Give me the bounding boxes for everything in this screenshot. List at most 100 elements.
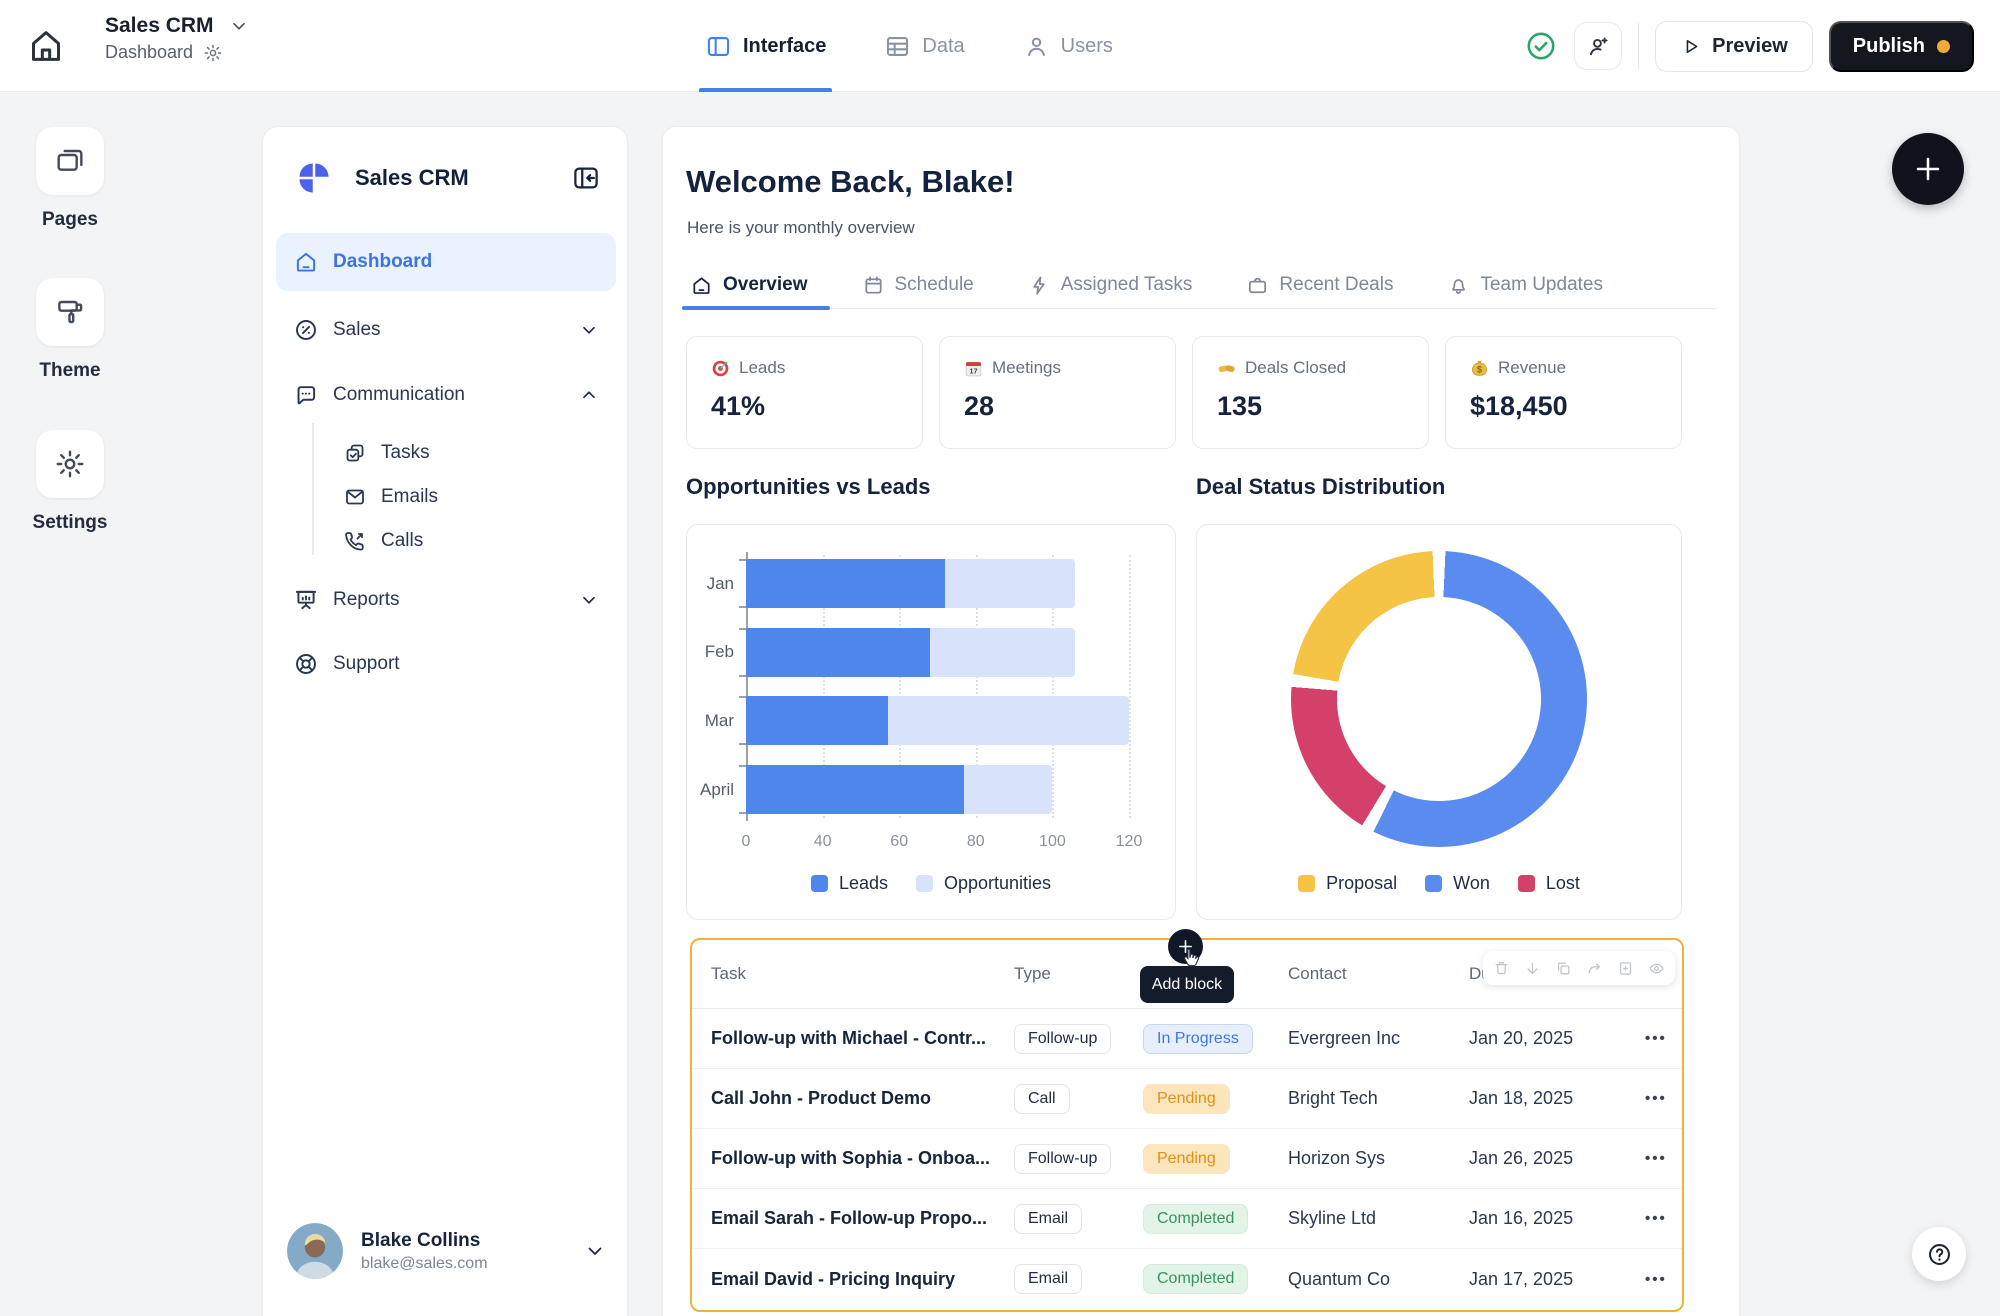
row-actions-button[interactable]: •••: [1645, 1030, 1667, 1047]
sidebar-collapse-icon[interactable]: [571, 163, 601, 193]
publish-button[interactable]: Publish: [1828, 20, 1974, 72]
sidebar-item-tasks[interactable]: Tasks: [343, 432, 603, 474]
stat-card-revenue[interactable]: $ Revenue $18,450: [1445, 336, 1682, 449]
builder-nav-tabs: Interface Data Users: [699, 0, 1113, 92]
tab-label: Overview: [723, 274, 808, 295]
sidebar-item-support[interactable]: Support: [276, 635, 616, 693]
tab-schedule[interactable]: Schedule: [858, 262, 978, 308]
rail-item-theme[interactable]: Theme: [0, 278, 140, 382]
save-block-icon[interactable]: [1617, 960, 1634, 977]
cell-task: Follow-up with Sophia - Onboa...: [711, 1148, 990, 1168]
visibility-eye-icon[interactable]: [1648, 960, 1665, 977]
submenu-indent-line: [312, 423, 314, 555]
cell-status: Completed: [1143, 1264, 1288, 1294]
add-block-tooltip-label: Add block: [1151, 975, 1223, 993]
sidebar-item-reports[interactable]: Reports: [276, 571, 616, 629]
legend-swatch: [1425, 875, 1443, 892]
status-chip: In Progress: [1143, 1023, 1253, 1054]
home-icon: [296, 252, 316, 272]
tab-recent-deals[interactable]: Recent Deals: [1242, 262, 1397, 308]
sidebar-item-dashboard[interactable]: Dashboard: [276, 233, 616, 291]
axis-tick-mark: [739, 606, 746, 608]
x-tick-label: 100: [1039, 833, 1066, 850]
invite-user-button[interactable]: [1574, 22, 1623, 70]
tab-users[interactable]: Users: [1023, 0, 1113, 92]
rail-item-settings[interactable]: Settings: [0, 430, 140, 534]
row-actions-button[interactable]: •••: [1645, 1150, 1667, 1167]
row-actions-button[interactable]: •••: [1645, 1270, 1667, 1288]
redo-arrow-icon[interactable]: [1586, 960, 1603, 977]
tab-interface[interactable]: Interface: [699, 0, 833, 92]
sidebar-item-emails[interactable]: Emails: [343, 476, 603, 518]
duplicate-icon[interactable]: [1555, 960, 1572, 977]
cell-type: Call: [1014, 1083, 1143, 1114]
row-actions-button[interactable]: •••: [1645, 1090, 1667, 1107]
preview-button[interactable]: Preview: [1655, 20, 1813, 72]
workspace-title-row[interactable]: Sales CRM: [105, 14, 250, 38]
presentation-icon: [295, 590, 317, 610]
chevron-down-icon[interactable]: [228, 15, 250, 37]
row-actions-button[interactable]: •••: [1645, 1210, 1667, 1227]
legend-swatch: [915, 875, 933, 892]
donut-chart-block[interactable]: Proposal Won Lost: [1196, 524, 1682, 920]
tab-assigned-tasks[interactable]: Assigned Tasks: [1024, 262, 1197, 308]
table-row[interactable]: Email Sarah - Follow-up Propo... Email Com…: [692, 1189, 1682, 1249]
users-icon: [1027, 37, 1045, 56]
home-icon: [693, 276, 710, 294]
move-down-icon[interactable]: [1524, 960, 1541, 977]
cell-type: Email: [1014, 1203, 1143, 1234]
bell-icon: [1452, 278, 1466, 294]
left-rail: Pages Theme Settings: [0, 92, 180, 1316]
badge-percent-icon: [296, 320, 316, 340]
tasks-icon: [346, 444, 364, 462]
user-plus-icon: [1589, 36, 1608, 55]
legend-item: Proposal: [1298, 873, 1397, 894]
legend-swatch: [1517, 875, 1535, 892]
x-tick-label: 80: [966, 833, 985, 850]
rail-label-theme: Theme: [39, 360, 101, 381]
sidebar-item-label: Emails: [381, 486, 439, 507]
current-page-row: Dashboard: [105, 42, 250, 63]
tab-team-updates[interactable]: Team Updates: [1443, 262, 1607, 308]
stat-value: 135: [1217, 391, 1263, 421]
rail-item-pages[interactable]: Pages: [0, 127, 140, 231]
help-fab-button[interactable]: [1912, 1227, 1966, 1281]
table-row[interactable]: Follow-up with Michael - Contr... Follow-…: [692, 1009, 1682, 1069]
stat-card-deals-closed[interactable]: Deals Closed 135: [1192, 336, 1429, 449]
page-settings-gear-icon[interactable]: [203, 43, 223, 63]
chevron-down-icon[interactable]: [578, 589, 600, 611]
donut-chart-title: Deal Status Distribution: [1196, 474, 1446, 499]
x-tick-label: 120: [1115, 833, 1143, 850]
home-icon[interactable]: [26, 26, 66, 66]
tab-data[interactable]: Data: [884, 0, 965, 92]
sidebar-app-title: Sales CRM: [355, 165, 469, 190]
sidebar-item-sales[interactable]: Sales: [276, 301, 616, 359]
chevron-up-icon[interactable]: [578, 384, 600, 406]
table-row[interactable]: Email David - Pricing Inquiry Email Comple…: [692, 1249, 1682, 1309]
add-fab-button[interactable]: [1892, 133, 1964, 205]
y-axis-line: [746, 552, 748, 821]
stat-card-leads[interactable]: Leads 41%: [686, 336, 923, 449]
chevron-down-icon[interactable]: [583, 1239, 607, 1263]
sidebar-item-label: Communication: [333, 384, 465, 405]
gridline: [899, 555, 902, 818]
table-row[interactable]: Follow-up with Sophia - Onboa... Follow-u…: [692, 1129, 1682, 1189]
chevron-down-icon[interactable]: [578, 319, 600, 341]
bar-chart-block[interactable]: Jan Feb Mar April 0 40 60 80 100 120 Leads Opportun…: [686, 524, 1176, 920]
sidebar-item-calls[interactable]: Calls: [343, 520, 603, 562]
sidebar-item-label: Support: [333, 653, 400, 674]
stat-label: Meetings: [992, 358, 1061, 377]
status-chip: Completed: [1143, 1264, 1249, 1294]
sidebar-item-communication[interactable]: Communication: [276, 366, 616, 424]
tab-label: Recent Deals: [1279, 274, 1394, 295]
table-row[interactable]: Call John - Product Demo Call Pending Brigh…: [692, 1069, 1682, 1129]
envelope-icon: [346, 489, 364, 505]
bar-segment-opportunities: [929, 627, 1076, 677]
trash-icon[interactable]: [1493, 960, 1510, 977]
stat-card-meetings[interactable]: 17 Meetings 28: [939, 336, 1176, 449]
tab-data-label: Data: [922, 34, 965, 57]
sidebar-user-menu[interactable]: Blake Collins blake@sales.com: [287, 1219, 607, 1283]
tab-overview[interactable]: Overview: [682, 262, 829, 310]
legend-label: Leads: [838, 873, 888, 893]
cell-due-date: Jan 16, 2025: [1469, 1208, 1574, 1228]
